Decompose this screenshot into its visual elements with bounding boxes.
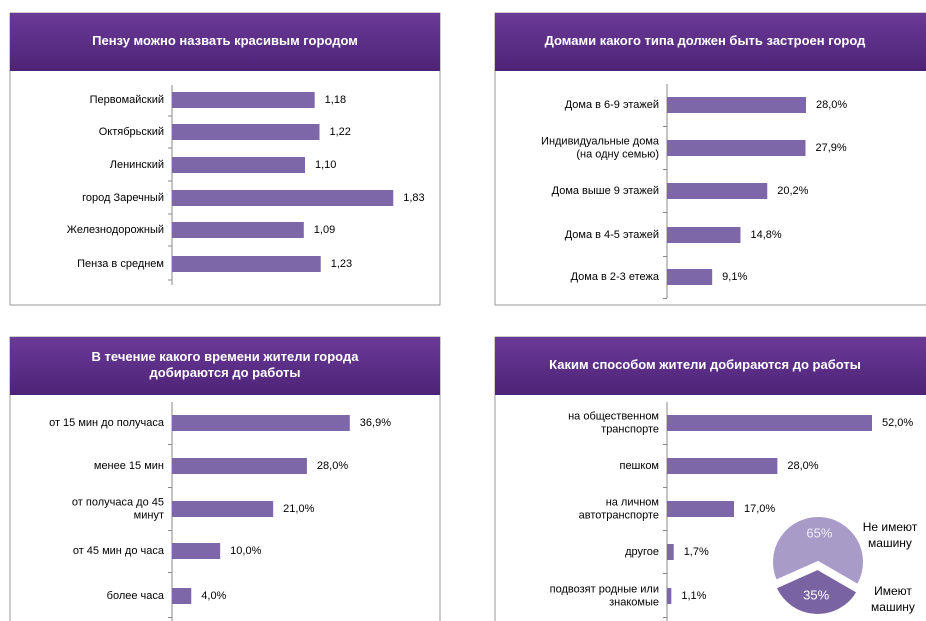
category-label: Дома в 2-3 етежа xyxy=(571,271,660,283)
value-label: 14,8% xyxy=(750,229,781,241)
category-label: Дома выше 9 этажей xyxy=(552,185,659,197)
value-label: 1,10 xyxy=(315,159,336,171)
category-label: другое xyxy=(625,546,659,558)
category-label: более часа xyxy=(107,590,165,602)
value-label: 28,0% xyxy=(317,460,348,472)
category-label: Первомайский xyxy=(90,94,164,106)
category-label: от получаса до 45 минут xyxy=(72,496,164,521)
value-label: 1,83 xyxy=(403,192,424,204)
value-label: 28,0% xyxy=(787,460,818,472)
bar xyxy=(172,124,320,140)
category-label: подвозят родные или знакомые xyxy=(550,583,659,608)
value-label: 1,1% xyxy=(681,590,706,602)
category-label: на личном автотранспорте xyxy=(579,496,659,521)
value-label: 9,1% xyxy=(722,271,747,283)
bar xyxy=(172,501,274,517)
bar xyxy=(172,157,305,173)
chart-title: Пензу можно назвать красивым городом xyxy=(92,33,358,48)
bar xyxy=(667,183,768,199)
bar xyxy=(172,543,221,559)
bar xyxy=(172,190,394,206)
value-label: 20,2% xyxy=(777,185,808,197)
value-label: 52,0% xyxy=(882,417,913,429)
panel-header xyxy=(495,13,926,71)
slice-label: 35% xyxy=(803,588,829,603)
pie-slice xyxy=(774,567,859,616)
value-label: 1,23 xyxy=(331,258,352,270)
bar xyxy=(667,458,778,474)
value-label: 4,0% xyxy=(201,590,226,602)
chart-title: Каким способом жители добираются до рабо… xyxy=(549,357,861,372)
panel-header xyxy=(10,337,440,395)
bar xyxy=(172,588,192,604)
bar xyxy=(667,227,741,243)
legend-label: Имеют машину xyxy=(871,584,915,614)
pie-slice xyxy=(771,515,865,587)
bar xyxy=(667,269,713,285)
bar xyxy=(667,544,674,560)
bar xyxy=(667,97,806,113)
category-label: на общественном транспорте xyxy=(568,410,659,435)
value-label: 1,18 xyxy=(325,94,346,106)
bar xyxy=(667,140,806,156)
category-label: Индивидуальные дома (на одну семью) xyxy=(541,135,660,160)
slice-label: 65% xyxy=(806,526,832,541)
category-label: менее 15 мин xyxy=(94,460,164,472)
bar xyxy=(172,415,350,431)
value-label: 1,09 xyxy=(314,224,335,236)
value-label: 36,9% xyxy=(360,417,391,429)
bar xyxy=(172,92,315,108)
value-label: 1,7% xyxy=(684,546,709,558)
value-label: 27,9% xyxy=(815,142,846,154)
bar xyxy=(667,501,735,517)
bar xyxy=(667,588,672,604)
bar xyxy=(172,458,307,474)
value-label: 10,0% xyxy=(230,545,261,557)
category-label: город Заречный xyxy=(82,192,164,204)
panel-header xyxy=(495,337,926,395)
panel-header xyxy=(10,13,440,71)
category-label: Дома в 6-9 этажей xyxy=(565,99,659,111)
category-label: пешком xyxy=(619,460,659,472)
category-label: Пенза в среднем xyxy=(77,258,164,270)
value-label: 17,0% xyxy=(744,503,775,515)
value-label: 1,22 xyxy=(330,126,351,138)
value-label: 21,0% xyxy=(283,503,314,515)
value-label: 28,0% xyxy=(816,99,847,111)
category-label: Железнодорожный xyxy=(67,224,164,236)
category-label: Дома в 4-5 этажей xyxy=(565,229,659,241)
bar xyxy=(667,415,872,431)
chart-title: В течение какого времени жители города до… xyxy=(92,349,360,380)
category-label: Октябрьский xyxy=(99,126,164,138)
chart-title: Домами какого типа должен быть застроен … xyxy=(545,33,867,48)
category-label: от 45 мин до часа xyxy=(73,545,165,557)
legend-label: Не имеют машину xyxy=(863,520,918,550)
bar xyxy=(172,222,304,238)
bar xyxy=(172,256,321,272)
category-label: от 15 мин до получаса xyxy=(49,417,165,429)
category-label: Ленинский xyxy=(110,159,164,171)
